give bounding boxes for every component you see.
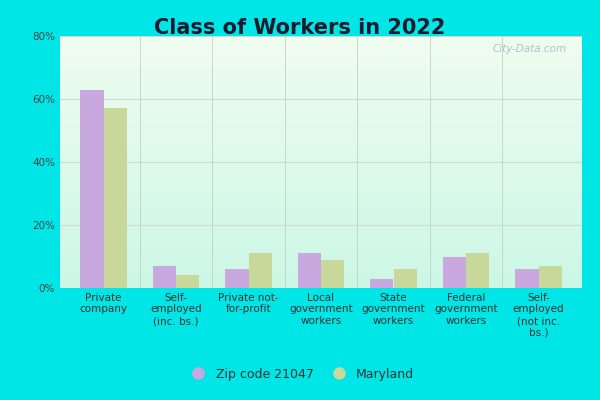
- Bar: [104, 108, 127, 288]
- Bar: [394, 269, 417, 288]
- Bar: [248, 253, 272, 288]
- Text: Class of Workers in 2022: Class of Workers in 2022: [154, 18, 446, 38]
- Bar: [298, 253, 321, 288]
- Bar: [443, 256, 466, 288]
- Legend: Zip code 21047, Maryland: Zip code 21047, Maryland: [181, 363, 419, 386]
- Bar: [539, 266, 562, 288]
- Bar: [515, 269, 539, 288]
- Text: City-Data.com: City-Data.com: [492, 44, 566, 54]
- Bar: [321, 260, 344, 288]
- Bar: [176, 275, 199, 288]
- Bar: [226, 269, 248, 288]
- Bar: [153, 266, 176, 288]
- Bar: [466, 253, 489, 288]
- Bar: [80, 90, 104, 288]
- Bar: [370, 278, 394, 288]
